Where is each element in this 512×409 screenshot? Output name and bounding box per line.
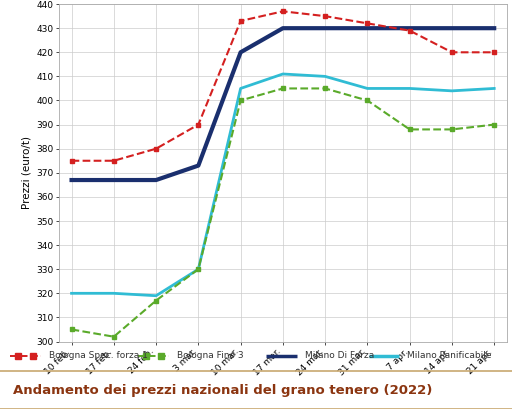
Milano Panificabile — [322, 74, 328, 79]
Text: Bologna Fino 3: Bologna Fino 3 — [177, 351, 243, 360]
Text: Milano Panificabile: Milano Panificabile — [407, 351, 492, 360]
Line: Bologna Spec. forza 1: Bologna Spec. forza 1 — [69, 9, 497, 163]
Bologna Spec. forza 1 — [491, 50, 497, 55]
Bologna Fino 3 — [280, 86, 286, 91]
Bologna Fino 3 — [322, 86, 328, 91]
Milano Di Forza — [407, 26, 413, 31]
Milano Panificabile — [280, 72, 286, 76]
Milano Panificabile — [238, 86, 244, 91]
Milano Di Forza — [111, 178, 117, 182]
Bologna Spec. forza 1 — [111, 158, 117, 163]
Line: Bologna Fino 3: Bologna Fino 3 — [69, 86, 497, 339]
Milano Panificabile — [111, 291, 117, 296]
Bologna Spec. forza 1 — [69, 158, 75, 163]
Bologna Fino 3 — [238, 98, 244, 103]
Milano Di Forza — [365, 26, 371, 31]
Milano Di Forza — [153, 178, 159, 182]
Milano Panificabile — [69, 291, 75, 296]
Milano Panificabile — [449, 88, 455, 93]
Bologna Spec. forza 1 — [238, 18, 244, 23]
Milano Di Forza — [195, 163, 201, 168]
Bologna Fino 3 — [407, 127, 413, 132]
Y-axis label: Prezzi (euro/t): Prezzi (euro/t) — [22, 136, 32, 209]
Milano Panificabile — [195, 267, 201, 272]
Line: Milano Di Forza: Milano Di Forza — [72, 28, 494, 180]
Bologna Fino 3 — [365, 98, 371, 103]
Bologna Spec. forza 1 — [153, 146, 159, 151]
Milano Di Forza — [69, 178, 75, 182]
Bologna Fino 3 — [449, 127, 455, 132]
Milano Di Forza — [280, 26, 286, 31]
Bologna Spec. forza 1 — [449, 50, 455, 55]
Bologna Fino 3 — [69, 327, 75, 332]
Milano Di Forza — [449, 26, 455, 31]
Milano Di Forza — [491, 26, 497, 31]
Bologna Fino 3 — [111, 334, 117, 339]
Bologna Fino 3 — [153, 298, 159, 303]
Milano Panificabile — [407, 86, 413, 91]
Bologna Spec. forza 1 — [195, 122, 201, 127]
Bologna Spec. forza 1 — [407, 28, 413, 33]
Text: Bologna Spec. forza 1: Bologna Spec. forza 1 — [49, 351, 147, 360]
Text: Andamento dei prezzi nazionali del grano tenero (2022): Andamento dei prezzi nazionali del grano… — [13, 384, 432, 397]
Text: Milano Di Forza: Milano Di Forza — [305, 351, 374, 360]
Bologna Spec. forza 1 — [322, 13, 328, 18]
Line: Milano Panificabile: Milano Panificabile — [72, 74, 494, 296]
Milano Panificabile — [365, 86, 371, 91]
Milano Di Forza — [322, 26, 328, 31]
Milano Panificabile — [491, 86, 497, 91]
Bologna Fino 3 — [195, 267, 201, 272]
Milano Di Forza — [238, 50, 244, 55]
Bologna Spec. forza 1 — [365, 21, 371, 26]
Bologna Spec. forza 1 — [280, 9, 286, 14]
Bologna Fino 3 — [491, 122, 497, 127]
Milano Panificabile — [153, 293, 159, 298]
